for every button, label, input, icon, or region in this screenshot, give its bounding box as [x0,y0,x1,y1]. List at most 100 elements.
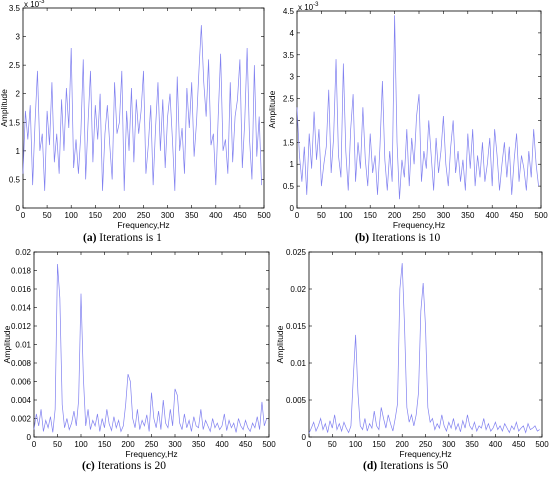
subplot-caption: (a) Iterations is 1 [83,232,162,244]
y-tick-label: 0.025 [286,248,307,257]
x-axis-label: Frequency,Hz [393,220,445,230]
y-tick-label: 0.018 [11,267,32,276]
subplot-caption: (c) Iterations is 20 [82,460,166,472]
x-tick-label: 400 [486,211,500,220]
x-tick-label: 500 [535,440,549,449]
subplot-d: 0 50 100 150 200 250 300 350 400 450 500 0 0.005 0.01… [275,248,549,472]
y-tick-label: 0.012 [11,322,32,331]
x-tick-label: 450 [512,440,526,449]
x-tick-label: 400 [215,440,229,449]
series-line [296,15,539,200]
x-tick-label: 250 [412,211,426,220]
x-tick-label: 350 [192,440,206,449]
x-axis-label: Frequency,Hz [125,449,177,459]
y-tick-label: 0.016 [11,285,32,294]
y-tick-label: 0.01 [290,359,306,368]
subplot-b: 0 50 100 150 200 250 300 350 400 450 500 0 0.5 1 1.5 2 2… [267,2,548,244]
x-tick-label: 150 [364,211,378,220]
y-tick-label: 0.02 [290,285,306,294]
y-tick-label: 0.008 [11,359,32,368]
y-tick-label: 0.004 [11,396,32,405]
series-line [22,25,262,191]
x-tick-label: 300 [168,440,182,449]
y-tick-label: 0.015 [286,322,307,331]
caption-tag: (d) [363,460,377,472]
x-tick-label: 450 [233,211,247,220]
subplot-caption: (d) Iterations is 50 [363,460,449,472]
x-tick-label: 150 [98,440,112,449]
x-tick-label: 50 [328,440,337,449]
y-tick-label: 0.02 [15,248,31,257]
y-axis-label: Amplitude [275,325,285,363]
series-line [308,263,540,434]
y-tick-label: 3.5 [9,4,21,13]
y-tick-label: 0.5 [283,182,295,191]
y-axis-label: Amplitude [267,90,277,128]
caption-text: Iterations is 10 [369,232,440,244]
x-tick-label: 0 [295,211,300,220]
x-tick-label: 100 [74,440,88,449]
plot-frame [22,7,265,209]
y-tick-label: 2 [16,90,21,99]
caption-tag: (b) [355,232,369,244]
x-tick-label: 0 [21,211,26,220]
y-tick-label: 3 [16,33,21,42]
x-tick-label: 50 [53,440,62,449]
y-tick-label: 0 [290,204,295,213]
x-tick-label: 250 [419,440,433,449]
subplot-c: 0 50 100 150 200 250 300 350 400 450 500 0 0.002 0.00… [2,248,276,472]
subplot-caption: (b) Iterations is 10 [355,232,441,244]
x-tick-label: 0 [307,440,312,449]
y-tick-label: 0 [302,433,307,442]
x-tick-label: 50 [317,211,326,220]
x-tick-label: 500 [262,440,276,449]
y-axis-label: Amplitude [0,89,9,127]
y-tick-label: 0.014 [11,304,32,313]
x-tick-label: 400 [489,440,503,449]
caption-text: Iterations is 1 [96,232,162,244]
x-tick-label: 0 [32,440,37,449]
x-axis-label: Frequency,Hz [117,220,169,230]
x-tick-label: 300 [161,211,175,220]
caption-tag: (c) [82,460,95,472]
x-tick-label: 300 [437,211,451,220]
y-exponent-label: x 10-3 [298,2,319,12]
plot-frame [308,251,543,438]
x-tick-label: 450 [239,440,253,449]
y-tick-label: 3 [290,73,295,82]
y-tick-label: 2.5 [283,95,295,104]
x-tick-label: 200 [396,440,410,449]
y-tick-label: 0.005 [286,396,307,405]
x-tick-label: 350 [461,211,475,220]
caption-tag: (a) [83,232,97,244]
x-tick-label: 500 [257,211,271,220]
subplot-a: 0 50 100 150 200 250 300 350 400 450 500 0 0.5 1 1.5 2 2… [0,0,271,244]
y-tick-label: 1 [16,147,21,156]
x-tick-label: 500 [534,211,548,220]
caption-text: Iterations is 20 [95,460,166,472]
y-tick-label: 0.01 [15,341,31,350]
x-tick-label: 350 [465,440,479,449]
y-tick-label: 3.5 [283,51,295,60]
y-tick-label: 2 [290,116,295,125]
plot-frame [33,251,270,438]
y-tick-label: 1 [290,160,295,169]
y-tick-label: 1.5 [283,138,295,147]
x-tick-label: 200 [121,440,135,449]
y-tick-label: 0.5 [9,175,21,184]
y-tick-label: 0 [27,433,32,442]
y-tick-label: 0.006 [11,378,32,387]
y-tick-label: 2.5 [9,61,21,70]
x-tick-label: 150 [89,211,103,220]
x-tick-label: 450 [510,211,524,220]
y-tick-label: 0 [16,204,21,213]
x-tick-label: 50 [43,211,52,220]
x-tick-label: 300 [442,440,456,449]
y-tick-label: 4.5 [283,7,295,16]
x-tick-label: 150 [372,440,386,449]
x-axis-label: Frequency,Hz [399,449,451,459]
y-exponent-label: x 10-3 [24,0,45,9]
x-tick-label: 250 [145,440,159,449]
y-tick-label: 1.5 [9,118,21,127]
